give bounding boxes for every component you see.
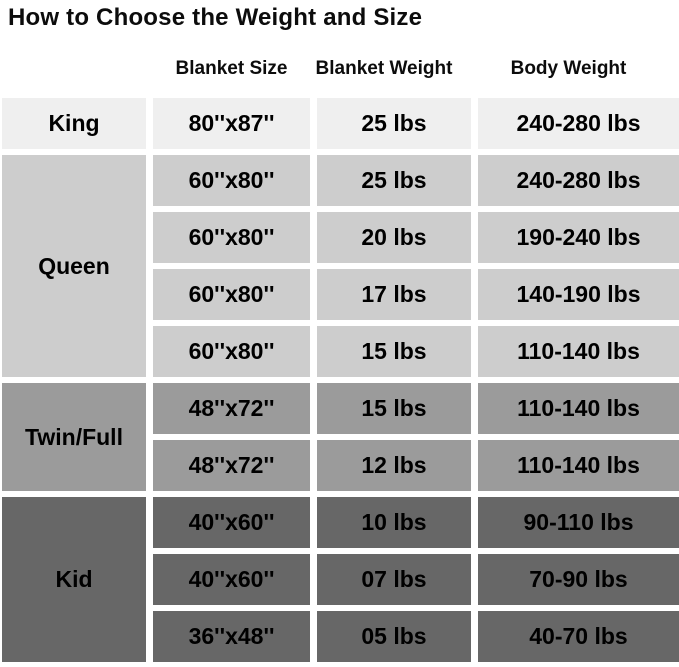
cell-blanket-weight: 25 lbs [317, 98, 471, 149]
cell-blanket-weight: 25 lbs [317, 155, 471, 206]
cell-body-weight: 190-240 lbs [478, 212, 679, 263]
cell-body-weight: 110-140 lbs [478, 326, 679, 377]
cell-blanket-weight: 17 lbs [317, 269, 471, 320]
cell-body-weight: 110-140 lbs [478, 383, 679, 434]
column-header-blanket-weight: Blanket Weight [315, 58, 453, 79]
cell-blanket-size: 36''x48'' [153, 611, 310, 662]
cell-body-weight: 240-280 lbs [478, 155, 679, 206]
row-group-label-king: King [2, 98, 146, 149]
cell-blanket-size: 60''x80'' [153, 212, 310, 263]
cell-blanket-size: 40''x60'' [153, 497, 310, 548]
cell-blanket-size: 48''x72'' [153, 440, 310, 491]
cell-blanket-size: 60''x80'' [153, 155, 310, 206]
column-header-body-weight: Body Weight [510, 58, 627, 79]
cell-body-weight: 240-280 lbs [478, 98, 679, 149]
cell-body-weight: 110-140 lbs [478, 440, 679, 491]
cell-blanket-size: 40''x60'' [153, 554, 310, 605]
size-chart-table: King 80''x87'' 25 lbs 240-280 lbs Queen … [2, 98, 679, 662]
row-group-label-twin-full: Twin/Full [2, 383, 146, 491]
cell-body-weight: 70-90 lbs [478, 554, 679, 605]
cell-blanket-size: 80''x87'' [153, 98, 310, 149]
cell-blanket-size: 48''x72'' [153, 383, 310, 434]
cell-blanket-weight: 20 lbs [317, 212, 471, 263]
row-group-label-kid: Kid [2, 497, 146, 662]
cell-blanket-weight: 07 lbs [317, 554, 471, 605]
column-header-blanket-size: Blanket Size [175, 58, 288, 79]
cell-body-weight: 40-70 lbs [478, 611, 679, 662]
cell-blanket-weight: 10 lbs [317, 497, 471, 548]
header-spacer [2, 55, 146, 83]
cell-blanket-size: 60''x80'' [153, 326, 310, 377]
cell-blanket-size: 60''x80'' [153, 269, 310, 320]
cell-blanket-weight: 05 lbs [317, 611, 471, 662]
cell-body-weight: 90-110 lbs [478, 497, 679, 548]
table-header-row: Blanket Size Blanket Weight Body Weight [2, 55, 679, 83]
cell-blanket-weight: 15 lbs [317, 383, 471, 434]
cell-body-weight: 140-190 lbs [478, 269, 679, 320]
row-group-label-queen: Queen [2, 155, 146, 377]
page-title: How to Choose the Weight and Size [8, 4, 423, 31]
cell-blanket-weight: 12 lbs [317, 440, 471, 491]
cell-blanket-weight: 15 lbs [317, 326, 471, 377]
